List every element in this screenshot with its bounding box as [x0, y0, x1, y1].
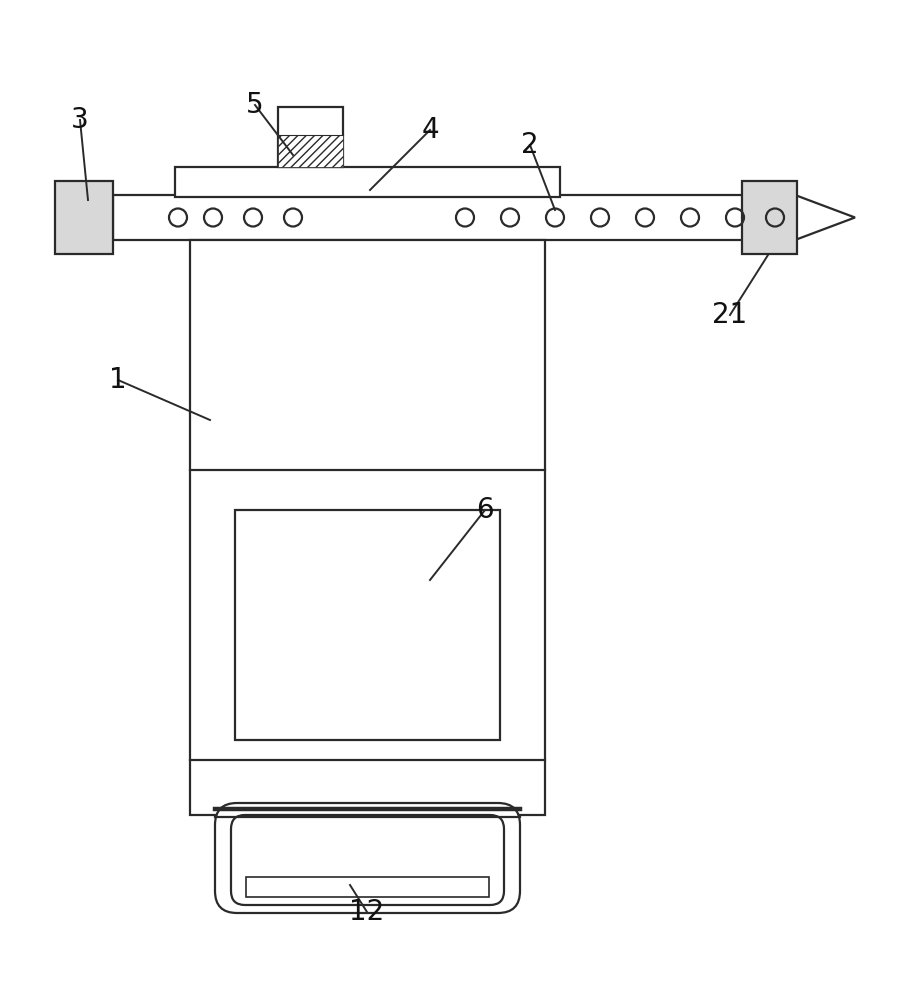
Text: 1: 1 — [109, 366, 127, 394]
Text: 2: 2 — [521, 131, 538, 159]
Text: 3: 3 — [71, 106, 89, 134]
Bar — [55, 181, 113, 254]
FancyBboxPatch shape — [231, 815, 504, 905]
FancyBboxPatch shape — [215, 803, 520, 913]
Text: 5: 5 — [246, 91, 264, 119]
Bar — [742, 181, 797, 254]
Bar — [235, 510, 500, 740]
Text: 6: 6 — [476, 496, 494, 524]
Bar — [113, 195, 795, 240]
Bar — [278, 135, 343, 167]
Text: 21: 21 — [713, 301, 747, 329]
Bar — [190, 240, 545, 815]
Polygon shape — [795, 195, 855, 240]
Bar — [175, 167, 560, 197]
Text: 4: 4 — [421, 116, 439, 144]
Text: 12: 12 — [350, 898, 385, 926]
Bar — [278, 107, 343, 167]
Bar — [246, 877, 489, 897]
